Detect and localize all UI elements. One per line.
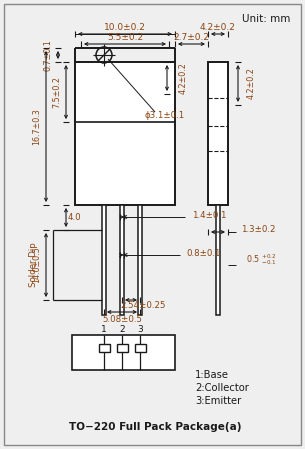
Text: 1.4±0.1: 1.4±0.1 (192, 211, 227, 220)
Text: TO−220 Full Pack Package(a): TO−220 Full Pack Package(a) (69, 422, 241, 432)
Bar (208, 62, 228, 205)
Text: 14.0±0.5: 14.0±0.5 (33, 247, 41, 283)
Text: 16.7±0.3: 16.7±0.3 (33, 108, 41, 145)
Text: ϕ3.1±0.1: ϕ3.1±0.1 (145, 110, 185, 119)
Text: 4.2±0.2: 4.2±0.2 (200, 22, 236, 31)
Bar (75, 62, 175, 205)
Bar (99, 344, 109, 352)
Text: 7.5±0.2: 7.5±0.2 (52, 76, 62, 108)
Text: 5.08±0.5: 5.08±0.5 (102, 314, 142, 323)
Text: 2:Collector: 2:Collector (195, 383, 249, 393)
Bar (117, 344, 127, 352)
Bar (72, 335, 175, 370)
Text: 10.0±0.2: 10.0±0.2 (104, 22, 146, 31)
Text: 3: 3 (137, 326, 143, 335)
Text: 0.7±0.1: 0.7±0.1 (44, 39, 52, 71)
Text: 0.5 $^{+0.2}_{-0.1}$: 0.5 $^{+0.2}_{-0.1}$ (246, 252, 276, 268)
Text: 2: 2 (119, 326, 125, 335)
Text: Solder Dip: Solder Dip (30, 242, 38, 287)
Text: 0.8±0.1: 0.8±0.1 (186, 250, 221, 259)
Bar (102, 205, 106, 315)
Text: 3:Emitter: 3:Emitter (195, 396, 241, 406)
Bar (138, 205, 142, 315)
Text: 1:Base: 1:Base (195, 370, 229, 380)
Text: 4.2±0.2: 4.2±0.2 (246, 67, 256, 99)
Text: 2.54±0.25: 2.54±0.25 (120, 301, 166, 311)
Text: 5.5±0.2: 5.5±0.2 (107, 32, 143, 41)
Text: 4.2±0.2: 4.2±0.2 (178, 62, 188, 94)
Bar (216, 205, 220, 315)
Text: Unit: mm: Unit: mm (242, 14, 290, 24)
Bar (120, 205, 124, 315)
Text: 4.0: 4.0 (67, 213, 81, 222)
Bar (135, 344, 145, 352)
Text: 2.7±0.2: 2.7±0.2 (174, 32, 210, 41)
Text: 1: 1 (101, 326, 107, 335)
Text: 1.3±0.2: 1.3±0.2 (241, 225, 275, 234)
